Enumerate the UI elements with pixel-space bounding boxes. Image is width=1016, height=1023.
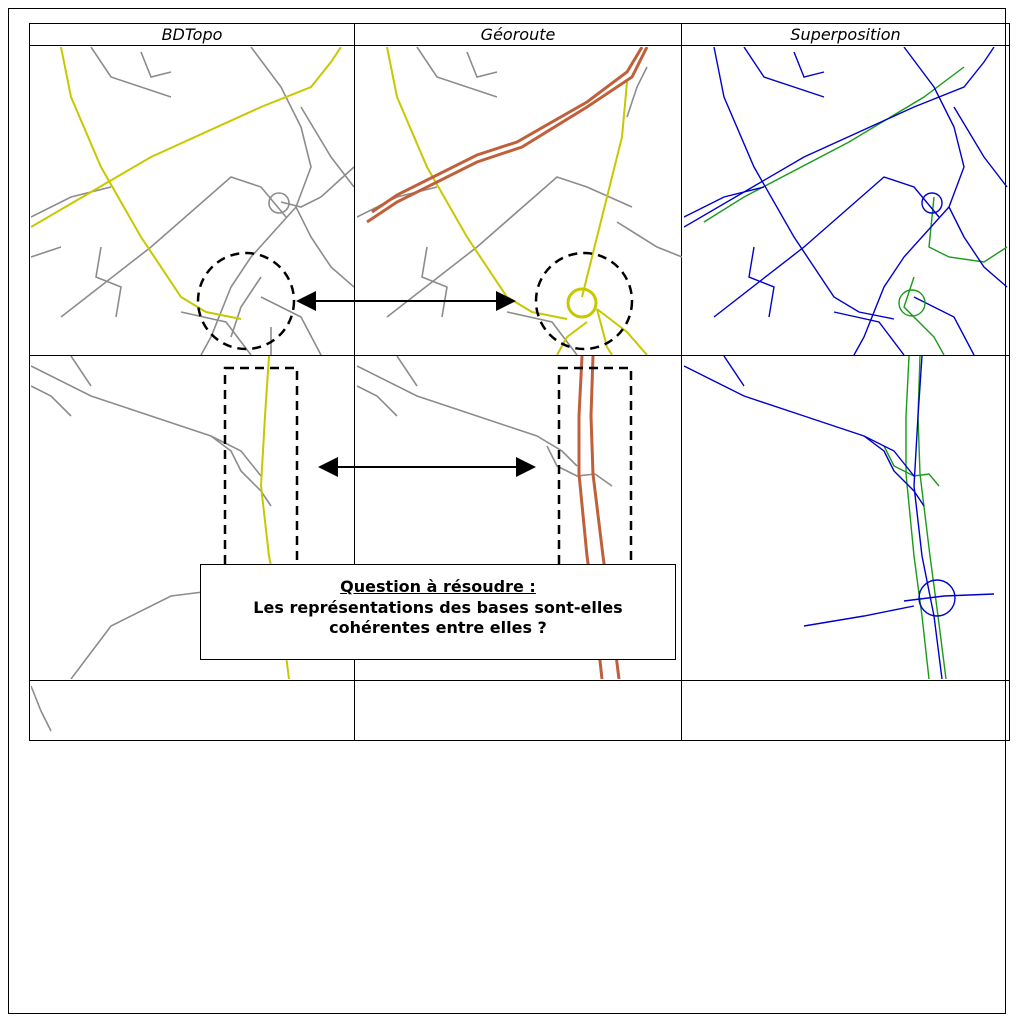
map-bdtopo-row3-main — [31, 685, 52, 732]
question-line-1: Les représentations des bases sont-elles — [253, 598, 623, 617]
map-superposition-row1 — [684, 47, 1008, 355]
column-header-georoute: Géoroute — [355, 24, 681, 46]
row-divider — [30, 355, 1009, 356]
map-georoute-row3-main — [357, 681, 682, 739]
question-box: Question à résoudre : Les représentation… — [200, 564, 676, 660]
comparison-grid: BDTopo Géoroute Superposition — [29, 23, 1010, 741]
page-frame — [8, 8, 1006, 1014]
map-superposition-row3-main — [684, 681, 1008, 739]
column-header-superposition: Superposition — [682, 24, 1009, 46]
question-title: Question à résoudre : — [340, 577, 536, 596]
question-body: Les représentations des bases sont-elles… — [201, 598, 675, 638]
map-bdtopo-row1 — [31, 47, 354, 355]
map-georoute-row1 — [357, 47, 682, 355]
column-divider — [681, 24, 682, 740]
question-line-2: cohérentes entre elles ? — [329, 618, 547, 637]
column-header-bdtopo: BDTopo — [30, 24, 354, 46]
map-superposition-row2 — [684, 356, 995, 679]
row-divider — [30, 680, 1009, 681]
column-divider — [354, 24, 355, 740]
